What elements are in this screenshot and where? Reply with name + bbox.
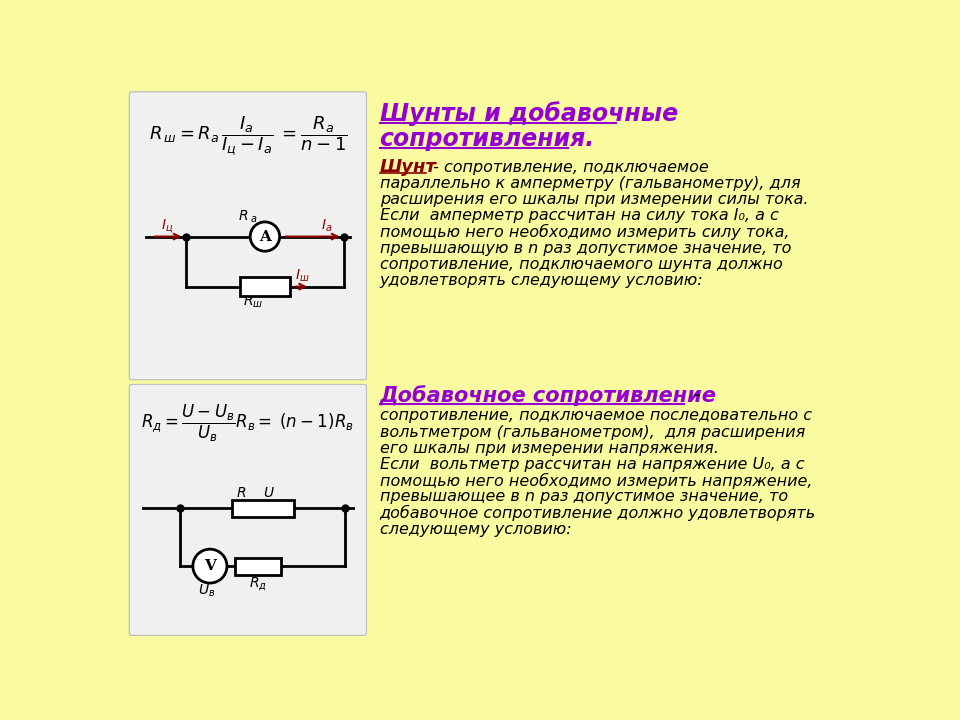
Text: V: V bbox=[204, 559, 216, 573]
Text: сопротивление, подключаемого шунта должно: сопротивление, подключаемого шунта должн… bbox=[379, 257, 782, 271]
Bar bbox=[240, 277, 290, 296]
Text: вольтметром (гальванометром),  для расширения: вольтметром (гальванометром), для расшир… bbox=[379, 425, 804, 440]
Text: Добавочное сопротивление: Добавочное сопротивление bbox=[379, 385, 716, 406]
Text: Шунт: Шунт bbox=[379, 158, 437, 176]
Text: $R_{\mathit{д}}=\dfrac{U-U_{\mathit{в}}}{U_{\mathit{в}}}R_{\mathit{в}}=\;(n-1)R_: $R_{\mathit{д}}=\dfrac{U-U_{\mathit{в}}}… bbox=[141, 403, 354, 444]
Text: $U_\mathit{в}$: $U_\mathit{в}$ bbox=[198, 582, 215, 599]
Text: следующему условию:: следующему условию: bbox=[379, 522, 571, 536]
Text: -: - bbox=[686, 387, 700, 405]
Text: расширения его шкалы при измерении силы тока.: расширения его шкалы при измерении силы … bbox=[379, 192, 808, 207]
Text: сопротивления.: сопротивления. bbox=[379, 127, 595, 150]
Text: A: A bbox=[259, 230, 271, 243]
Text: его шкалы при измерении напряжения.: его шкалы при измерении напряжения. bbox=[379, 441, 718, 456]
Text: помощью него необходимо измерить силу тока,: помощью него необходимо измерить силу то… bbox=[379, 224, 789, 240]
Text: помощью него необходимо измерить напряжение,: помощью него необходимо измерить напряже… bbox=[379, 472, 812, 489]
Text: - сопротивление, подключаемое: - сопротивление, подключаемое bbox=[427, 160, 708, 175]
Text: $I_\mathit{ш}$: $I_\mathit{ш}$ bbox=[295, 268, 309, 284]
Text: $I_\mathit{ц}$: $I_\mathit{ц}$ bbox=[161, 217, 174, 235]
Text: $R_\mathit{ш}$: $R_\mathit{ш}$ bbox=[243, 294, 263, 310]
Text: удовлетворять следующему условию:: удовлетворять следующему условию: bbox=[379, 273, 704, 288]
Text: Если  вольтметр рассчитан на напряжение U₀, а с: Если вольтметр рассчитан на напряжение U… bbox=[379, 457, 804, 472]
Text: параллельно к амперметру (гальванометру), для: параллельно к амперметру (гальванометру)… bbox=[379, 176, 801, 191]
Circle shape bbox=[251, 222, 279, 251]
Text: $R\,_\mathit{a}$: $R\,_\mathit{a}$ bbox=[238, 208, 257, 225]
Text: $R_{\,\mathit{ш}}=R_{\mathit{a}}\,\dfrac{I_{\mathit{a}}}{I_{\mathit{ц}}-I_{\math: $R_{\,\mathit{ш}}=R_{\mathit{a}}\,\dfrac… bbox=[149, 115, 348, 158]
FancyBboxPatch shape bbox=[130, 91, 367, 379]
Text: добавочное сопротивление должно удовлетворять: добавочное сопротивление должно удовлетв… bbox=[379, 505, 816, 521]
Bar bbox=[234, 557, 281, 575]
Text: $I_\mathit{a}$: $I_\mathit{a}$ bbox=[322, 217, 332, 234]
Bar bbox=[231, 500, 294, 517]
Circle shape bbox=[193, 549, 227, 583]
Text: $U$: $U$ bbox=[263, 486, 275, 500]
Text: сопротивление, подключаемое последовательно с: сопротивление, подключаемое последовател… bbox=[379, 408, 811, 423]
Text: $R_\mathit{д}$: $R_\mathit{д}$ bbox=[249, 576, 267, 593]
Text: Шунты и добавочные: Шунты и добавочные bbox=[379, 101, 678, 126]
Text: превышающее в n раз допустимое значение, то: превышающее в n раз допустимое значение,… bbox=[379, 490, 788, 504]
Text: $R$: $R$ bbox=[236, 486, 246, 500]
Text: Если  амперметр рассчитан на силу тока I₀, а с: Если амперметр рассчитан на силу тока I₀… bbox=[379, 208, 779, 223]
FancyBboxPatch shape bbox=[130, 384, 367, 636]
Text: превышающую в n раз допустимое значение, то: превышающую в n раз допустимое значение,… bbox=[379, 240, 791, 256]
